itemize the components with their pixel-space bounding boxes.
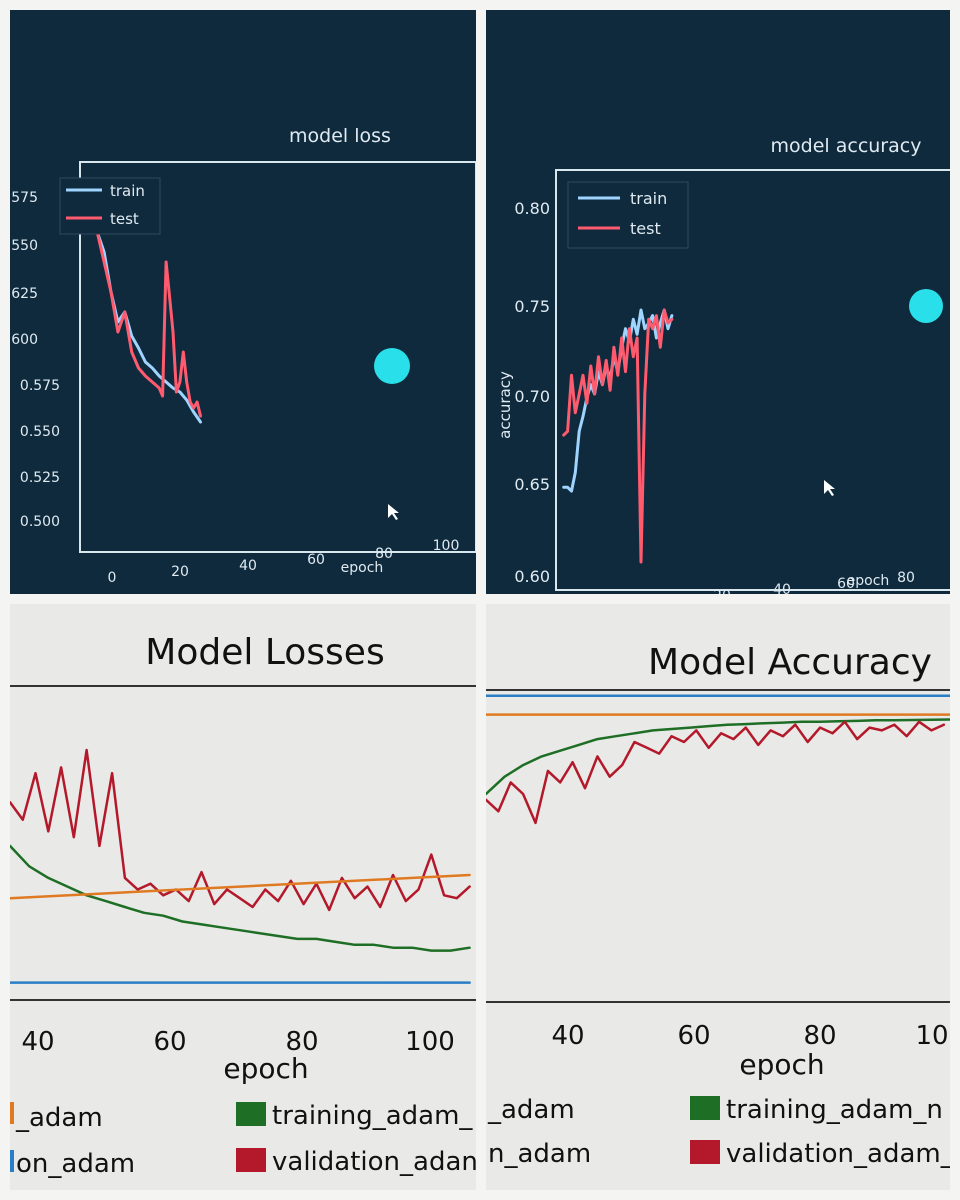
mouse-pointer-icon — [824, 480, 835, 496]
model-losses-light-panel: Model Losses 40 60 80 100 epoch _adam on_ad… — [10, 604, 476, 1190]
x-axis-label: epoch — [739, 1048, 824, 1081]
series-line-test — [95, 230, 202, 418]
legend-label-training: training_adam_n — [726, 1095, 943, 1125]
chart-title: Model Accuracy — [648, 642, 932, 683]
legend-test-label: test — [630, 219, 661, 238]
y-tick-label: 0.500 — [20, 514, 60, 530]
legend-box — [59, 177, 161, 235]
legend-label-adam: _adam — [487, 1095, 575, 1125]
x-tick-label: 100 — [405, 1027, 455, 1057]
y-tick-label: 0.75 — [514, 297, 550, 316]
x-tick-label: 40 — [21, 1027, 54, 1057]
y-tick-label: 0.70 — [514, 387, 550, 406]
chart-title: model loss — [289, 125, 391, 147]
x-tick-label: 60 — [837, 576, 855, 592]
x-axis-label: epoch — [341, 560, 384, 576]
series-line--adam — [10, 873, 471, 900]
x-tick-label: 80 — [803, 1021, 836, 1051]
x-tick-label: 40 — [773, 582, 791, 594]
x-tick-label: 60 — [153, 1027, 186, 1057]
legend-swatch-training — [236, 1102, 266, 1126]
legend-train-label: train — [110, 182, 145, 200]
y-tick-label: 0.60 — [514, 567, 550, 586]
series-line-train — [95, 230, 202, 424]
legend-label-training: training_adam_ — [272, 1101, 473, 1131]
x-axis-label: epoch — [223, 1052, 308, 1085]
y-tick-label: 600 — [11, 332, 38, 348]
y-tick-label: 550 — [11, 238, 38, 254]
x-tick-label: 10 — [915, 1021, 948, 1051]
x-tick-label: 60 — [677, 1021, 710, 1051]
model-losses-light-chart: Model Losses 40 60 80 100 epoch _adam on_ad… — [10, 632, 476, 1179]
x-tick-label: 40 — [239, 558, 257, 574]
x-tick-label: 0 — [108, 570, 117, 586]
y-tick-label: 625 — [11, 286, 38, 302]
cursor-dot-icon — [374, 348, 410, 384]
legend-swatch-adam — [10, 1102, 14, 1124]
legend-swatch-on-adam — [10, 1150, 14, 1172]
legend-swatch-validation — [690, 1140, 720, 1164]
legend-label-adam: _adam — [15, 1103, 103, 1133]
legend-test-label: test — [110, 210, 139, 228]
legend-label-on-adam: on_adam — [16, 1149, 135, 1179]
plot-frame — [555, 169, 950, 591]
y-tick-label: 0.65 — [514, 475, 550, 494]
x-tick-label: 80 — [285, 1027, 318, 1057]
y-tick-label: 0.575 — [20, 378, 60, 394]
x-tick-label: 60 — [307, 552, 325, 568]
model-loss-dark-panel: model loss 0 20 40 60 80 100 .575 550 625 600 0.57… — [10, 10, 476, 594]
model-loss-dark-chart: model loss 0 20 40 60 80 100 .575 550 625 600 0.57… — [10, 125, 476, 586]
legend-swatch-validation — [236, 1148, 266, 1172]
series-line-validation-adam- — [486, 720, 946, 825]
series-line-test — [562, 308, 674, 564]
x-tick-label: 20 — [713, 588, 731, 594]
series-line-train — [562, 308, 674, 493]
cursor-dot-icon — [909, 289, 943, 323]
plot-frame — [79, 161, 476, 553]
chart-title: model accuracy — [771, 135, 922, 157]
mouse-pointer-icon — [388, 504, 399, 520]
x-tick-label: 40 — [551, 1021, 584, 1051]
y-tick-label: 0.550 — [20, 424, 60, 440]
y-tick-label: 0.525 — [20, 470, 60, 486]
x-tick-label: 100 — [433, 538, 460, 554]
series-line-training-adam-n — [486, 718, 950, 796]
x-axis-label: epoch — [847, 573, 890, 589]
legend-box — [567, 181, 689, 249]
y-tick-label: .575 — [10, 190, 38, 206]
x-tick-label: 80 — [375, 546, 393, 562]
x-tick-label: 20 — [171, 564, 189, 580]
model-accuracy-dark-chart: model accuracy 20 40 60 80 0.80 0.75 0.70 0.65 0… — [496, 135, 950, 594]
legend-train-label: train — [630, 189, 667, 208]
model-accuracy-dark-panel: model accuracy 20 40 60 80 0.80 0.75 0.70 0.65 0… — [486, 10, 950, 594]
legend-swatch-training — [690, 1096, 720, 1120]
model-accuracy-light-panel: Model Accuracy 40 60 80 10 epoch _adam n_ad… — [486, 604, 950, 1190]
y-tick-label: 0.80 — [514, 199, 550, 218]
legend-label-n-adam: n_adam — [488, 1139, 591, 1169]
series-line-validation-adan — [10, 748, 471, 912]
legend-label-validation: validation_adan — [272, 1147, 476, 1177]
legend-label-validation: validation_adam_ — [726, 1139, 950, 1169]
chart-title: Model Losses — [145, 632, 384, 673]
y-axis-label: accuracy — [496, 371, 514, 439]
model-accuracy-light-chart: Model Accuracy 40 60 80 10 epoch _adam n_ad… — [486, 642, 950, 1169]
x-tick-label: 80 — [897, 570, 915, 586]
